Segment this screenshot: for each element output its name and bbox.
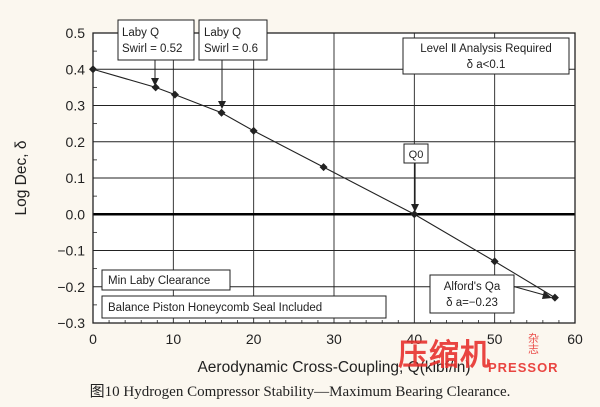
data-point [217,108,226,117]
chart: 0 10 20 30 40 50 60 −0.3 −0.2 −0.1 0.0 0.1 0.2 0.3 0.4… [13,19,583,376]
annotation-min-laby: Min Laby Clearance [101,269,231,291]
x-tick-label: 20 [246,331,262,347]
watermark-logo: 压缩机 [398,338,491,373]
watermark-side: 杂志 [528,332,539,356]
annotation-alford-line2: δ a=−0.23 [446,297,498,309]
plot-frame [92,32,576,324]
annotation-laby-q-052: Laby Q Swirl = 0.52 [117,19,195,86]
x-tick-label: 0 [89,331,97,347]
annotation-laby-q-052-line2: Swirl = 0.52 [122,43,182,55]
data-point [490,257,499,266]
annotation-laby-q-06-line1: Laby Q [204,27,241,39]
annotation-level-2: Level Ⅱ Analysis Required δ a<0.1 [402,37,570,75]
tick-labels: 0 10 20 30 40 50 60 −0.3 −0.2 −0.1 0.0 0.1 0.2 0.3 0.4… [57,25,583,347]
data-point [170,90,179,99]
data-point [550,293,559,302]
y-tick-label: −0.1 [57,243,85,259]
annotation-q0: Q0 [403,143,429,212]
y-tick-label: 0.4 [66,61,86,77]
y-tick-label: −0.3 [57,315,85,331]
x-tick-label: 10 [166,331,182,347]
x-axis-label: Aerodynamic Cross-Coupling, Q(klbf/in) [197,359,470,376]
y-tick-label: −0.2 [57,279,85,295]
y-axis-label: Log Dec, δ [13,141,30,216]
annotation-balance-piston: Balance Piston Honeycomb Seal Included [101,295,387,319]
annotation-min-laby-label: Min Laby Clearance [108,275,210,287]
y-tick-label: 0.3 [66,98,86,114]
y-tick-label: 0.0 [66,206,86,222]
data-points [89,65,559,302]
data-point [249,126,258,135]
x-tick-label: 30 [326,331,342,347]
figure-caption: 图10 Hydrogen Compressor Stability—Maximu… [89,384,511,400]
y-tick-label: 0.2 [66,134,86,150]
x-tick-label: 50 [487,331,503,347]
watermark-sub: PRESSOR [488,360,559,375]
annotation-alford-line1: Alford's Qa [444,281,501,293]
data-point [410,210,419,219]
x-tick-label: 60 [567,331,583,347]
ticks [93,50,560,323]
annotation-level-2-line1: Level Ⅱ Analysis Required [420,43,552,55]
annotation-balance-piston-label: Balance Piston Honeycomb Seal Included [108,302,322,314]
annotation-laby-q-052-line1: Laby Q [122,27,159,39]
annotation-level-2-line2: δ a<0.1 [467,59,506,71]
annotation-q0-label: Q0 [409,149,424,161]
y-tick-label: 0.1 [66,170,86,186]
data-point [319,163,328,172]
y-tick-label: 0.5 [66,25,86,41]
annotation-laby-q-06: Laby Q Swirl = 0.6 [198,19,268,109]
annotation-alford: Alford's Qa δ a=−0.23 [429,274,552,314]
data-point [151,83,160,92]
annotation-laby-q-06-line2: Swirl = 0.6 [204,43,258,55]
x-tick-label: 40 [407,331,423,347]
